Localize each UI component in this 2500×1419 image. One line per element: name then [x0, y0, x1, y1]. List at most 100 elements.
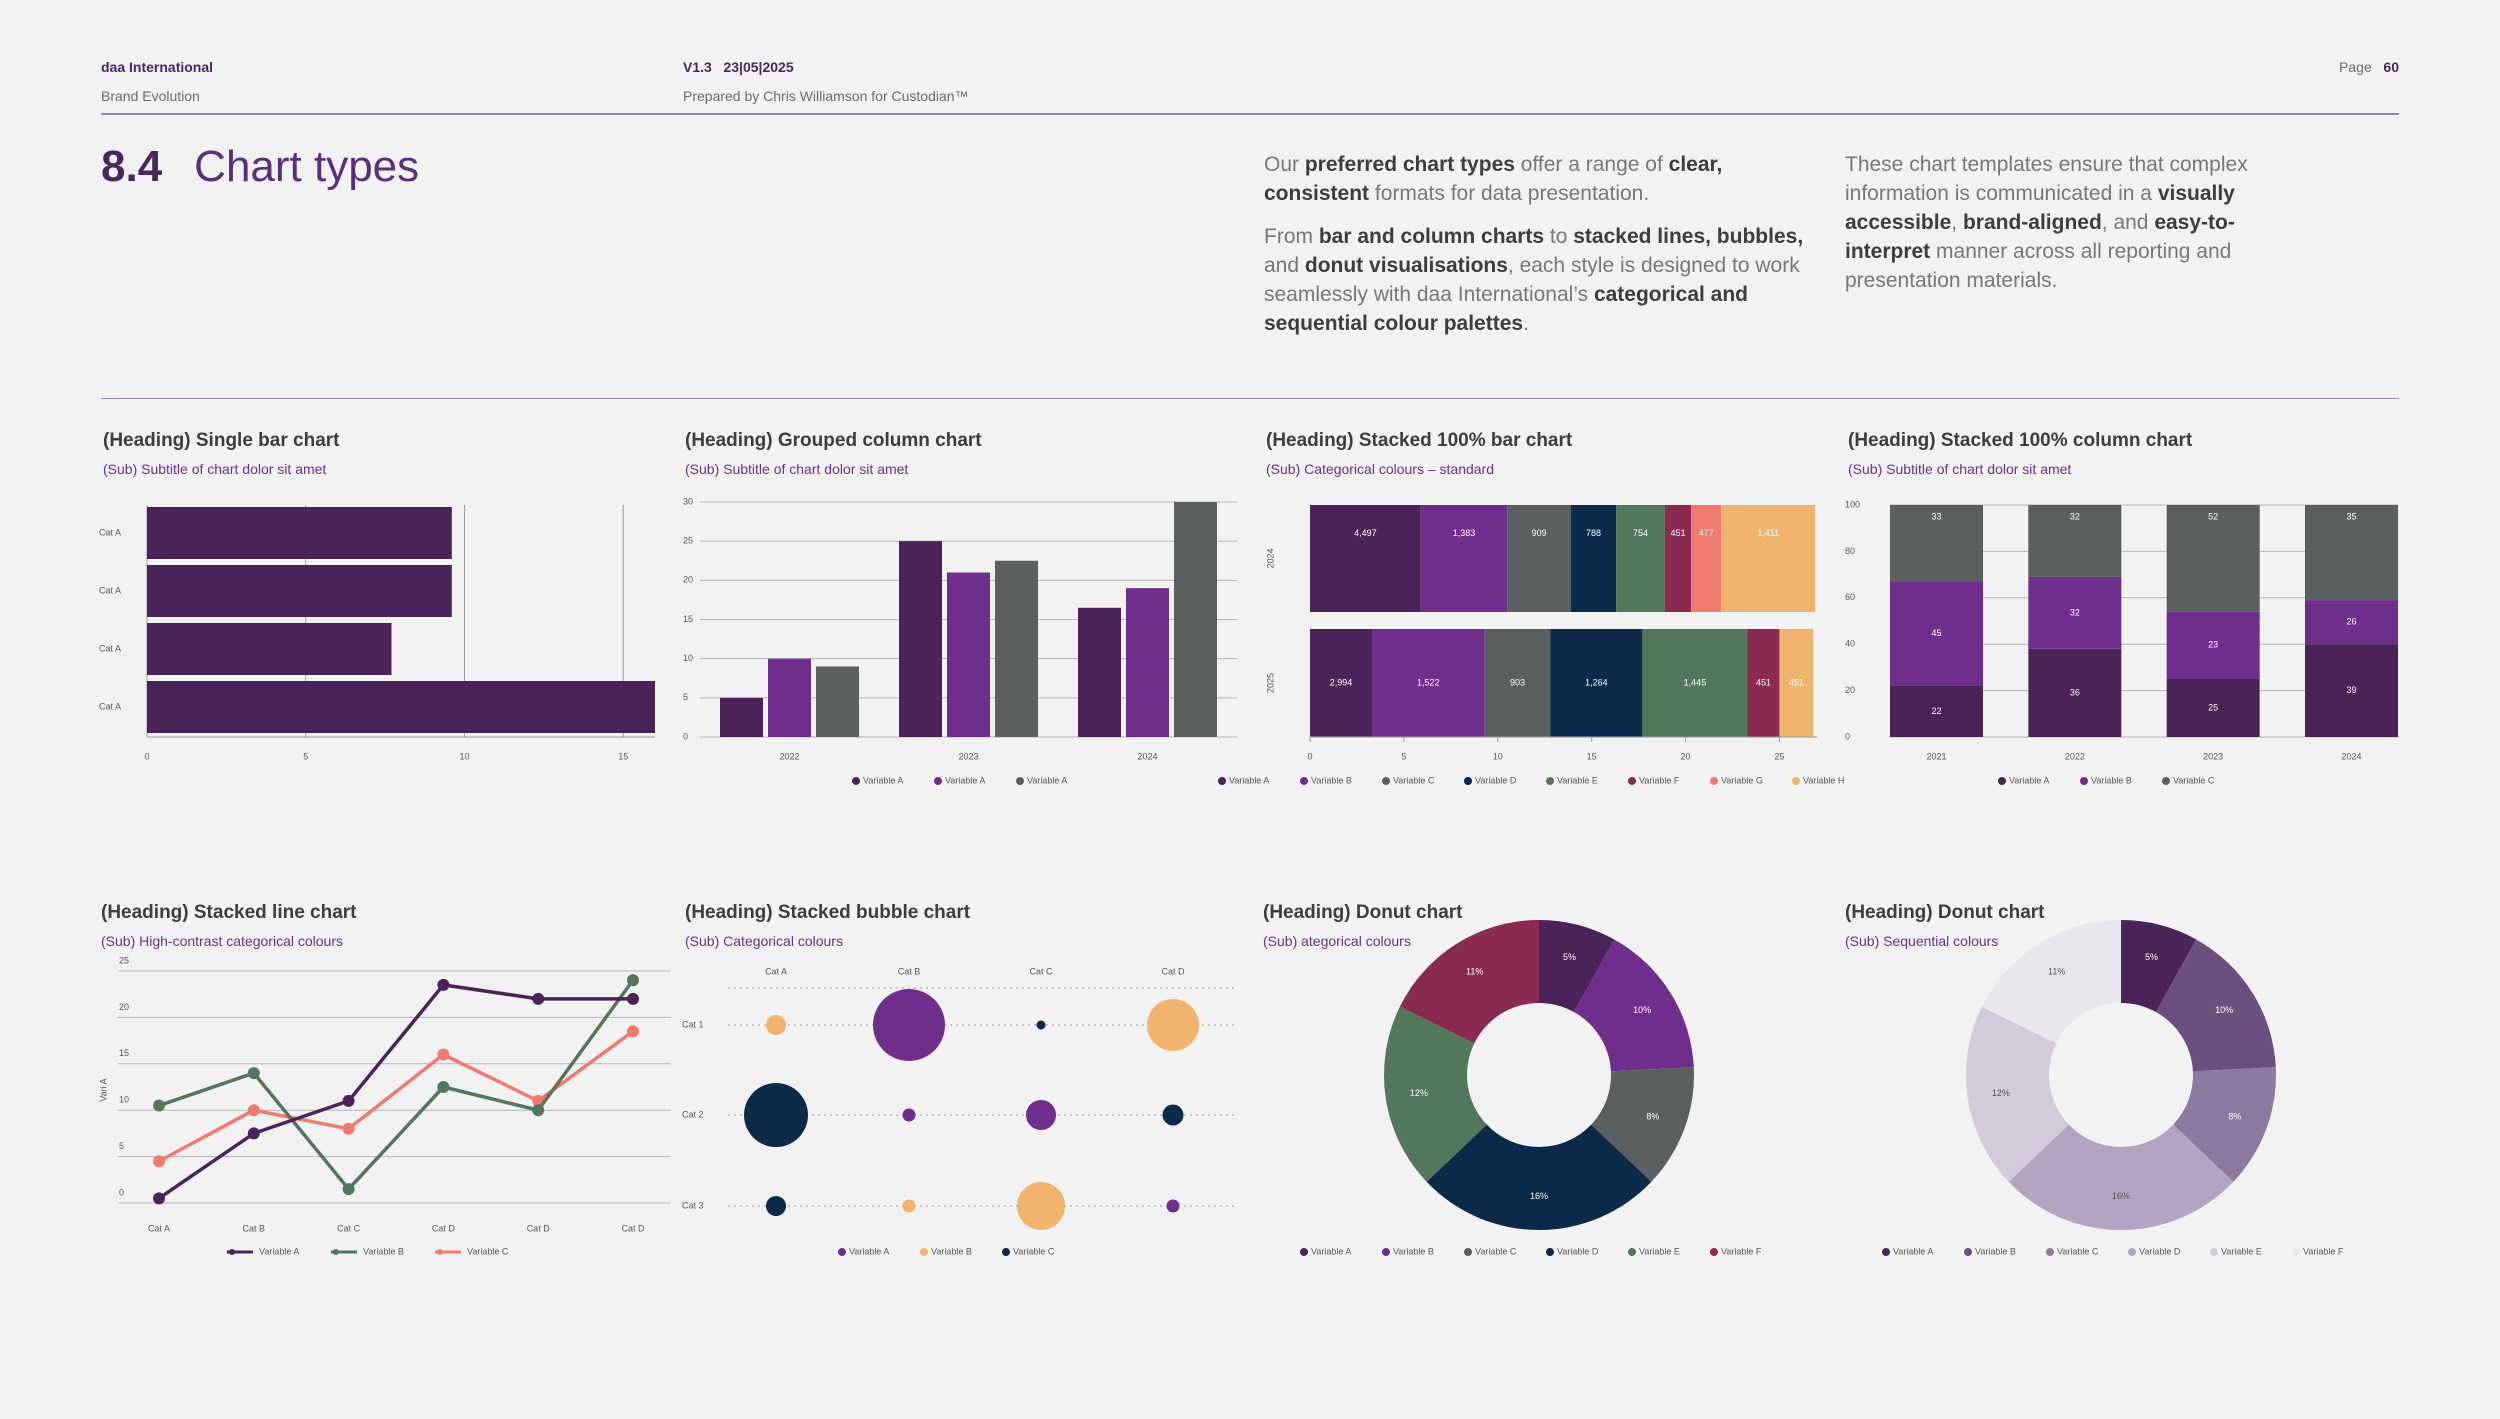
c5-legend-swatch-dot — [333, 1249, 339, 1255]
c3-legend-swatch — [1464, 777, 1472, 785]
version: V1.3 — [683, 59, 712, 75]
c3-segment — [1371, 629, 1485, 737]
c3-x-tick-label: 15 — [1587, 751, 1597, 761]
c7-slice — [1573, 939, 1694, 1072]
c4-segment — [2028, 648, 2122, 737]
c8-data-label: 8% — [2228, 1112, 2241, 1122]
c7-legend-label: Variable D — [1557, 1246, 1599, 1256]
c5-point — [153, 1099, 165, 1112]
c3-legend-label: Variable E — [1557, 775, 1598, 785]
c5-y-tick-label: 10 — [119, 1095, 129, 1105]
intro-paragraph-1: Our preferred chart types offer a range … — [1264, 153, 1723, 205]
c3-legend-swatch — [1218, 777, 1226, 785]
chart-5-heading: (Heading) Stacked line chart — [101, 902, 357, 923]
c2-x-tick-label: 2024 — [1137, 751, 1157, 761]
c3-segment — [1571, 505, 1617, 612]
c5-y-tick-label: 20 — [119, 1002, 129, 1012]
c8-legend-swatch — [2128, 1248, 2136, 1256]
c4-data-label: 33 — [1931, 511, 1941, 521]
c7-legend-swatch — [1382, 1248, 1390, 1256]
chart-4-heading: (Heading) Stacked 100% column chart — [1848, 430, 2193, 451]
c8-data-label: 11% — [2048, 966, 2065, 976]
c4-segment — [2305, 644, 2398, 737]
c3-legend-swatch — [1382, 777, 1390, 785]
c3-segment — [1691, 505, 1722, 612]
intro-paragraph-2: From bar and column charts to stacked li… — [1264, 225, 1804, 335]
brand-name: daa International — [101, 59, 214, 75]
c6-bubble — [902, 1199, 916, 1213]
c6-bubble — [873, 989, 945, 1061]
chart-1-heading: (Heading) Single bar chart — [103, 430, 340, 451]
chart-7-subtitle: (Sub) ategorical colours — [1263, 933, 1411, 949]
c7-slice — [1539, 920, 1615, 1013]
intro-paragraph-3: These chart templates ensure that comple… — [1845, 153, 2248, 292]
c7-legend-swatch — [1628, 1248, 1636, 1256]
c3-x-tick-label: 5 — [1401, 751, 1406, 761]
c8-slice — [2008, 1124, 2234, 1230]
c3-segment — [1779, 629, 1814, 737]
c6-legend-label: Variable C — [1013, 1246, 1055, 1256]
c4-x-tick-label: 2022 — [2065, 751, 2085, 761]
c8-legend-label: Variable C — [2057, 1246, 2099, 1256]
c1-category-label: Cat A — [99, 527, 121, 537]
c4-y-tick-label: 80 — [1845, 546, 1855, 556]
c2-bar — [768, 658, 811, 737]
c5-series-line — [158, 1029, 635, 1163]
c4-y-tick-label: 60 — [1845, 592, 1855, 602]
c3-data-label: 1,383 — [1453, 528, 1476, 538]
c7-legend-swatch — [1546, 1248, 1554, 1256]
c4-segment — [2166, 611, 2260, 679]
c7-data-label: 8% — [1646, 1112, 1659, 1122]
c8-legend-swatch — [1964, 1248, 1972, 1256]
c1-category-label: Cat A — [99, 643, 121, 653]
c8-legend-label: Variable F — [2303, 1246, 2344, 1256]
c3-legend-swatch — [1546, 777, 1554, 785]
c4-data-label: 52 — [2208, 511, 2218, 521]
c3-data-label: 903 — [1510, 677, 1525, 687]
chart-6-heading: (Heading) Stacked bubble chart — [685, 902, 971, 923]
c5-y-tick-label: 5 — [119, 1141, 124, 1151]
c5-x-tick-label: Cat A — [148, 1223, 170, 1233]
c8-slice — [2173, 1067, 2276, 1182]
c3-legend-label: Variable C — [1393, 775, 1435, 785]
c3-data-label: 754 — [1633, 528, 1648, 538]
c4-y-tick-label: 0 — [1845, 731, 1850, 741]
c8-legend-swatch — [2046, 1248, 2054, 1256]
c1-x-tick-label: 5 — [303, 751, 308, 761]
c7-legend-swatch — [1300, 1248, 1308, 1256]
version-info: V1.3 23|05|2025 — [683, 59, 794, 75]
c1-bar — [147, 507, 452, 559]
c6-column-label: Cat D — [1161, 966, 1185, 976]
c4-segment — [2028, 505, 2122, 577]
c8-data-label: 16% — [2112, 1191, 2130, 1201]
intro-column-1: Our preferred chart types offer a range … — [1264, 150, 1804, 338]
c4-data-label: 45 — [1931, 628, 1941, 638]
c4-data-label: 26 — [2346, 617, 2356, 627]
c5-y-tick-label: 15 — [119, 1048, 129, 1058]
c1-x-tick-label: 10 — [459, 751, 469, 761]
c2-y-tick-label: 30 — [683, 496, 693, 506]
c7-legend-swatch — [1464, 1248, 1472, 1256]
section-title: 8.4 Chart types — [101, 142, 419, 192]
page-number: 60 — [2383, 59, 2399, 75]
c5-point — [437, 1048, 450, 1061]
c1-bar — [147, 623, 392, 675]
c5-series-line — [158, 983, 633, 1200]
c6-bubble — [1036, 1020, 1046, 1030]
c5-x-tick-label: Cat D — [527, 1223, 551, 1233]
c7-legend-label: Variable C — [1475, 1246, 1517, 1256]
c3-x-tick-label: 0 — [1307, 751, 1312, 761]
c3-x-tick-label: 10 — [1493, 751, 1503, 761]
c3-legend-swatch — [1628, 777, 1636, 785]
header-rule — [101, 113, 2399, 115]
c2-legend-swatch — [852, 777, 860, 785]
c3-category-label: 2024 — [1265, 548, 1275, 568]
c8-legend-label: Variable A — [1893, 1246, 1933, 1256]
c5-y-tick-label: 25 — [119, 955, 129, 965]
c7-data-label: 10% — [1633, 1005, 1651, 1015]
c4-legend-label: Variable A — [2009, 775, 2049, 785]
c5-point — [627, 1025, 639, 1038]
chart-7-heading: (Heading) Donut chart — [1263, 902, 1463, 923]
chart-8-heading: (Heading) Donut chart — [1845, 902, 2045, 923]
